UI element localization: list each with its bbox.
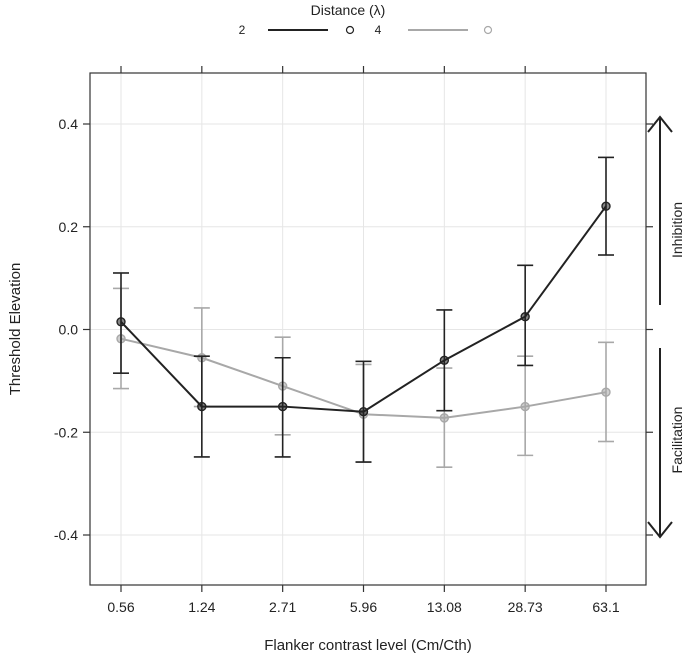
data-point xyxy=(520,311,530,322)
legend-label-series-2: 4 xyxy=(375,23,382,37)
series-1 xyxy=(113,156,614,463)
inhibition-arrowhead xyxy=(647,115,673,133)
legend-label-series-1: 2 xyxy=(239,23,246,37)
series xyxy=(113,156,614,468)
y-tick-label: -0.2 xyxy=(54,424,78,440)
x-tick-label: 2.71 xyxy=(269,599,296,615)
x-tick-label: 13.08 xyxy=(427,599,462,615)
data-point xyxy=(601,387,611,397)
data-point xyxy=(439,413,450,423)
data-point xyxy=(277,401,288,412)
y-tick-label: 0.0 xyxy=(59,322,79,338)
legend-marker-series-1 xyxy=(345,25,355,35)
x-tick-label: 0.56 xyxy=(107,599,134,615)
x-axis-label: Flanker contrast level (Cm/Cth) xyxy=(264,637,472,654)
y-axis-label: Threshold Elevation xyxy=(7,263,24,396)
data-point xyxy=(116,317,126,327)
x-tick-label: 28.73 xyxy=(508,599,543,615)
effect-annotations: Inhibition Facilitation xyxy=(647,115,685,539)
data-point xyxy=(520,401,530,412)
legend-marker-series-2 xyxy=(483,25,493,35)
legend: Distance (λ) 2 4 xyxy=(239,2,493,37)
data-point xyxy=(439,355,450,366)
data-point xyxy=(358,407,369,417)
x-tick-label: 5.96 xyxy=(350,599,377,615)
data-point xyxy=(197,401,207,412)
x-tick-label: 63.1 xyxy=(592,599,619,615)
axis-ticks: 0.56 1.24 2.71 5.96 13.08 28.73 63.1 -0.4 -0.2 0.… xyxy=(54,66,653,615)
data-point xyxy=(601,201,611,211)
grid xyxy=(90,73,646,585)
y-tick-label: 0.2 xyxy=(59,219,79,235)
legend-title: Distance (λ) xyxy=(311,2,386,18)
facilitation-arrowhead xyxy=(647,521,673,539)
y-tick-label: 0.4 xyxy=(59,116,79,132)
y-tick-label: -0.4 xyxy=(54,527,78,543)
facilitation-label: Facilitation xyxy=(669,407,685,474)
inhibition-label: Inhibition xyxy=(669,202,685,258)
x-tick-label: 1.24 xyxy=(188,599,215,615)
